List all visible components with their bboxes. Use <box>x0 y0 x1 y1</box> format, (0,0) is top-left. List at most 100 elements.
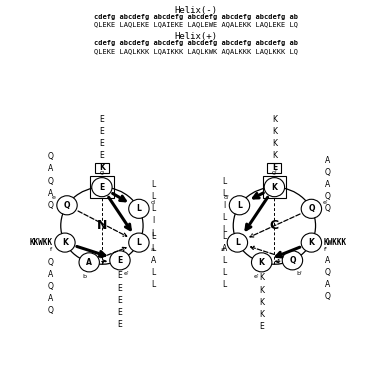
Text: K: K <box>272 151 277 160</box>
Circle shape <box>110 251 130 270</box>
Circle shape <box>282 251 303 270</box>
Text: E: E <box>118 296 122 305</box>
Text: A: A <box>325 156 330 165</box>
Circle shape <box>301 199 321 218</box>
Text: Q: Q <box>47 282 53 291</box>
Text: L: L <box>223 268 227 277</box>
Text: L: L <box>136 204 142 213</box>
Circle shape <box>229 196 250 215</box>
Text: K: K <box>62 238 68 247</box>
Circle shape <box>252 253 272 272</box>
Text: K: K <box>272 183 277 192</box>
Text: A: A <box>325 180 330 189</box>
Text: L: L <box>223 177 227 186</box>
Text: A: A <box>222 244 227 253</box>
Text: e': e' <box>254 274 260 279</box>
Text: Q: Q <box>324 268 330 277</box>
Text: A: A <box>48 189 53 198</box>
Text: Q: Q <box>324 204 330 213</box>
Text: b: b <box>82 274 86 279</box>
Text: E: E <box>99 183 105 192</box>
Text: L: L <box>223 213 227 222</box>
Text: A: A <box>48 294 53 303</box>
Text: f': f' <box>323 247 327 251</box>
Text: Q: Q <box>324 192 330 201</box>
Text: A: A <box>86 258 92 267</box>
Text: A: A <box>151 256 156 265</box>
Text: K: K <box>259 286 264 295</box>
Text: L: L <box>237 201 242 210</box>
Text: f: f <box>50 247 52 251</box>
Text: L: L <box>152 232 156 241</box>
Text: Q: Q <box>308 204 315 213</box>
Text: K: K <box>309 238 314 247</box>
Text: g: g <box>100 170 104 175</box>
Text: e: e <box>52 195 56 200</box>
Text: L: L <box>152 204 156 213</box>
Circle shape <box>79 253 100 272</box>
Bar <box>90 176 114 198</box>
Text: E: E <box>100 127 104 136</box>
Text: E: E <box>118 308 122 317</box>
Text: cdefg abcdefg abcdefg abcdefg abcdefg abcdefg ab: cdefg abcdefg abcdefg abcdefg abcdefg ab… <box>94 14 298 19</box>
Text: Q: Q <box>47 152 53 161</box>
Text: L: L <box>152 229 156 237</box>
Text: E: E <box>100 115 104 124</box>
Text: E: E <box>118 272 122 280</box>
Text: Q: Q <box>47 201 53 210</box>
Text: Helix(+): Helix(+) <box>174 32 218 41</box>
Text: a': a' <box>220 247 226 251</box>
Text: E: E <box>100 139 104 148</box>
Bar <box>263 176 286 198</box>
Text: K: K <box>272 127 277 136</box>
Text: K: K <box>259 258 265 267</box>
Text: L: L <box>152 268 156 277</box>
Text: A: A <box>48 270 53 279</box>
Circle shape <box>264 178 285 197</box>
Text: A: A <box>48 164 53 174</box>
Text: I: I <box>223 201 226 210</box>
Text: A: A <box>325 256 330 265</box>
Text: KKWKK: KKWKK <box>30 238 53 247</box>
Circle shape <box>129 199 149 218</box>
Text: d: d <box>151 200 155 205</box>
Text: L: L <box>152 192 156 201</box>
Text: KWKKK: KWKKK <box>323 238 347 247</box>
Circle shape <box>55 233 75 252</box>
Circle shape <box>129 233 149 252</box>
Text: L: L <box>152 244 156 253</box>
Text: cdefg abcdefg abcdefg abcdefg abcdefg abcdefg ab: cdefg abcdefg abcdefg abcdefg abcdefg ab… <box>94 40 298 46</box>
Text: g': g' <box>272 170 277 175</box>
Text: E: E <box>118 320 122 329</box>
Text: e': e' <box>124 271 130 276</box>
Text: Q: Q <box>47 258 53 267</box>
Text: e': e' <box>323 200 328 205</box>
Text: QLEKE LAQLEKE LQAIEKE LAQLEWE AQALEKK LAQLEKE LQ: QLEKE LAQLEKE LQAIEKE LAQLEWE AQALEKK LA… <box>94 21 298 27</box>
Text: K: K <box>259 310 264 319</box>
Bar <box>95 163 109 173</box>
Text: a: a <box>151 247 155 251</box>
Circle shape <box>57 196 77 215</box>
Text: QLEKE LAQLKKK LQAIKKK LAQLKWK AQALKKK LAQLKKK LQ: QLEKE LAQLKKK LQAIKKK LAQLKWK AQALKKK LA… <box>94 48 298 54</box>
Text: K: K <box>99 163 105 172</box>
Text: E: E <box>100 151 104 160</box>
Text: b': b' <box>296 271 302 276</box>
Text: K: K <box>259 298 264 307</box>
Text: K: K <box>272 115 277 124</box>
Text: L: L <box>152 280 156 290</box>
Text: Q: Q <box>47 306 53 315</box>
Text: K: K <box>272 139 277 148</box>
Text: Q: Q <box>324 292 330 301</box>
Text: Q: Q <box>47 177 53 186</box>
Text: C: C <box>270 219 279 232</box>
Text: I: I <box>153 217 155 225</box>
Text: Q: Q <box>324 168 330 177</box>
Text: L: L <box>223 280 227 290</box>
Text: L: L <box>223 256 227 265</box>
Text: L: L <box>223 232 227 241</box>
Text: L: L <box>223 225 227 234</box>
Text: L: L <box>152 180 156 189</box>
Bar <box>267 163 281 173</box>
Text: E: E <box>117 256 123 265</box>
Text: L: L <box>223 189 227 198</box>
